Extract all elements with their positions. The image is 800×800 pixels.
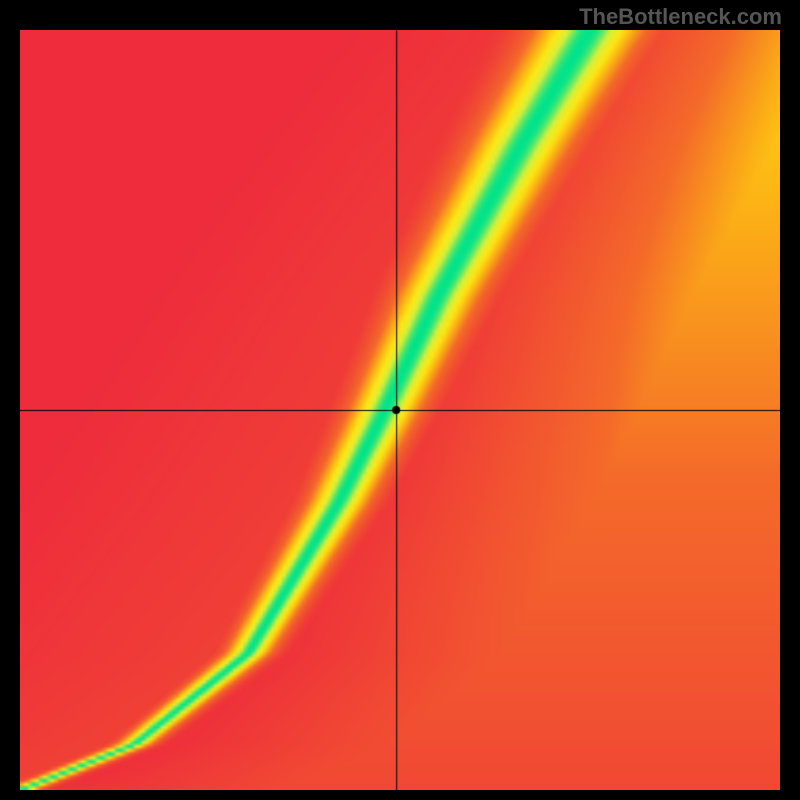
bottleneck-heatmap <box>20 30 780 790</box>
chart-container: TheBottleneck.com <box>0 0 800 800</box>
watermark-text: TheBottleneck.com <box>579 4 782 30</box>
